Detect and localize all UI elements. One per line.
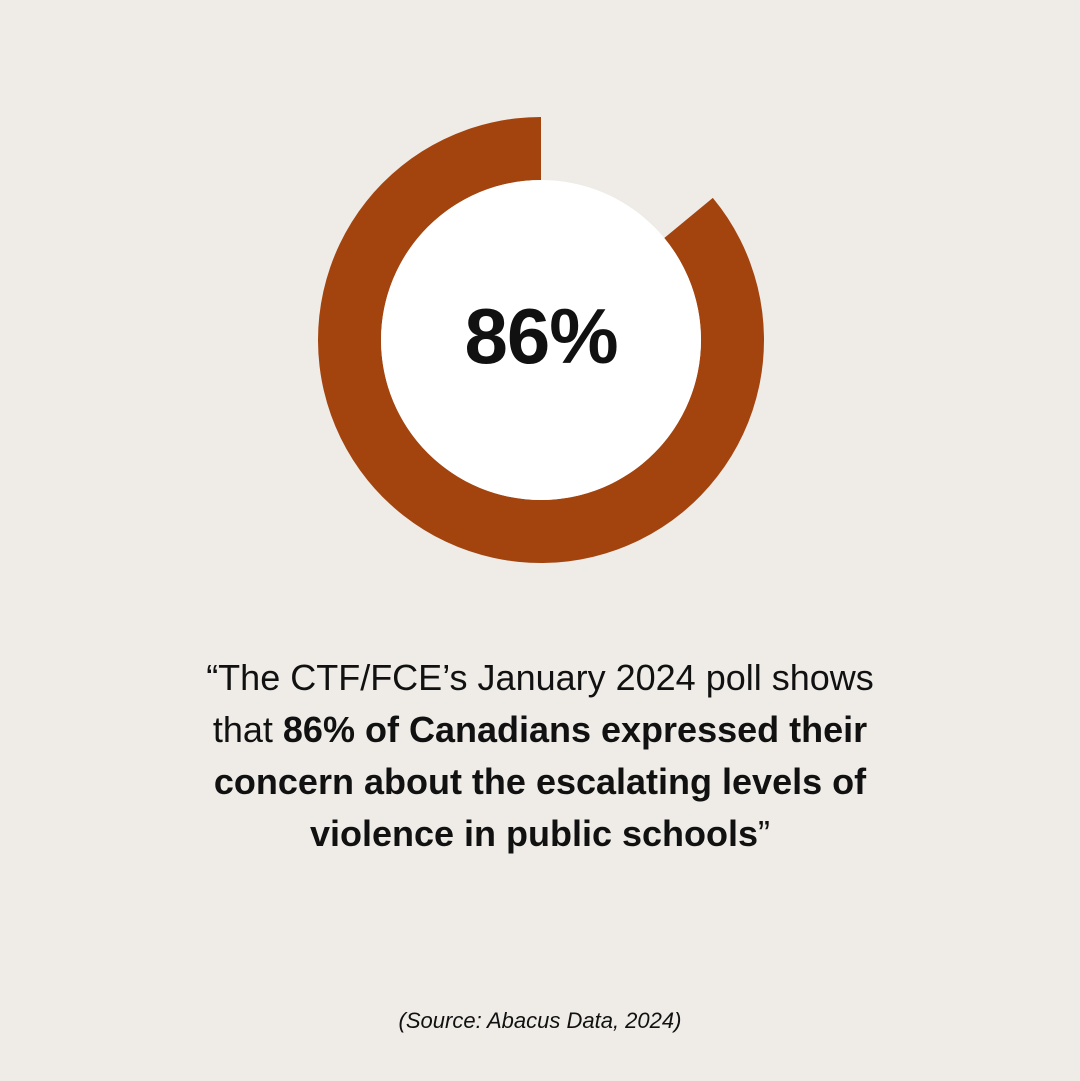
quote-line-1: “The CTF/FCE’s January 2024 poll shows [206,657,874,698]
center-percentage: 86% [464,291,618,380]
quote-line-4-plain: ” [758,813,771,854]
quote-line-2: that 86% of Canadians expressed their [90,704,990,756]
quote-line-3-bold: concern about the escalating levels of [213,761,867,802]
quote-line-2-bold: 86% of Canadians expressed their [282,709,868,750]
donut-inner-circle [381,180,701,500]
quote-line-4-bold: violence in public schools [309,813,759,854]
donut-chart: 86% [318,117,764,563]
quote-text: “The CTF/FCE’s January 2024 poll shows t… [90,652,990,860]
quote-line-3: concern about the escalating levels of [90,756,990,808]
donut-svg [318,117,764,563]
quote-line-2-plain: that [212,709,283,750]
source-citation: (Source: Abacus Data, 2024) [398,1008,682,1033]
quote-line-4: violence in public schools” [90,808,990,860]
